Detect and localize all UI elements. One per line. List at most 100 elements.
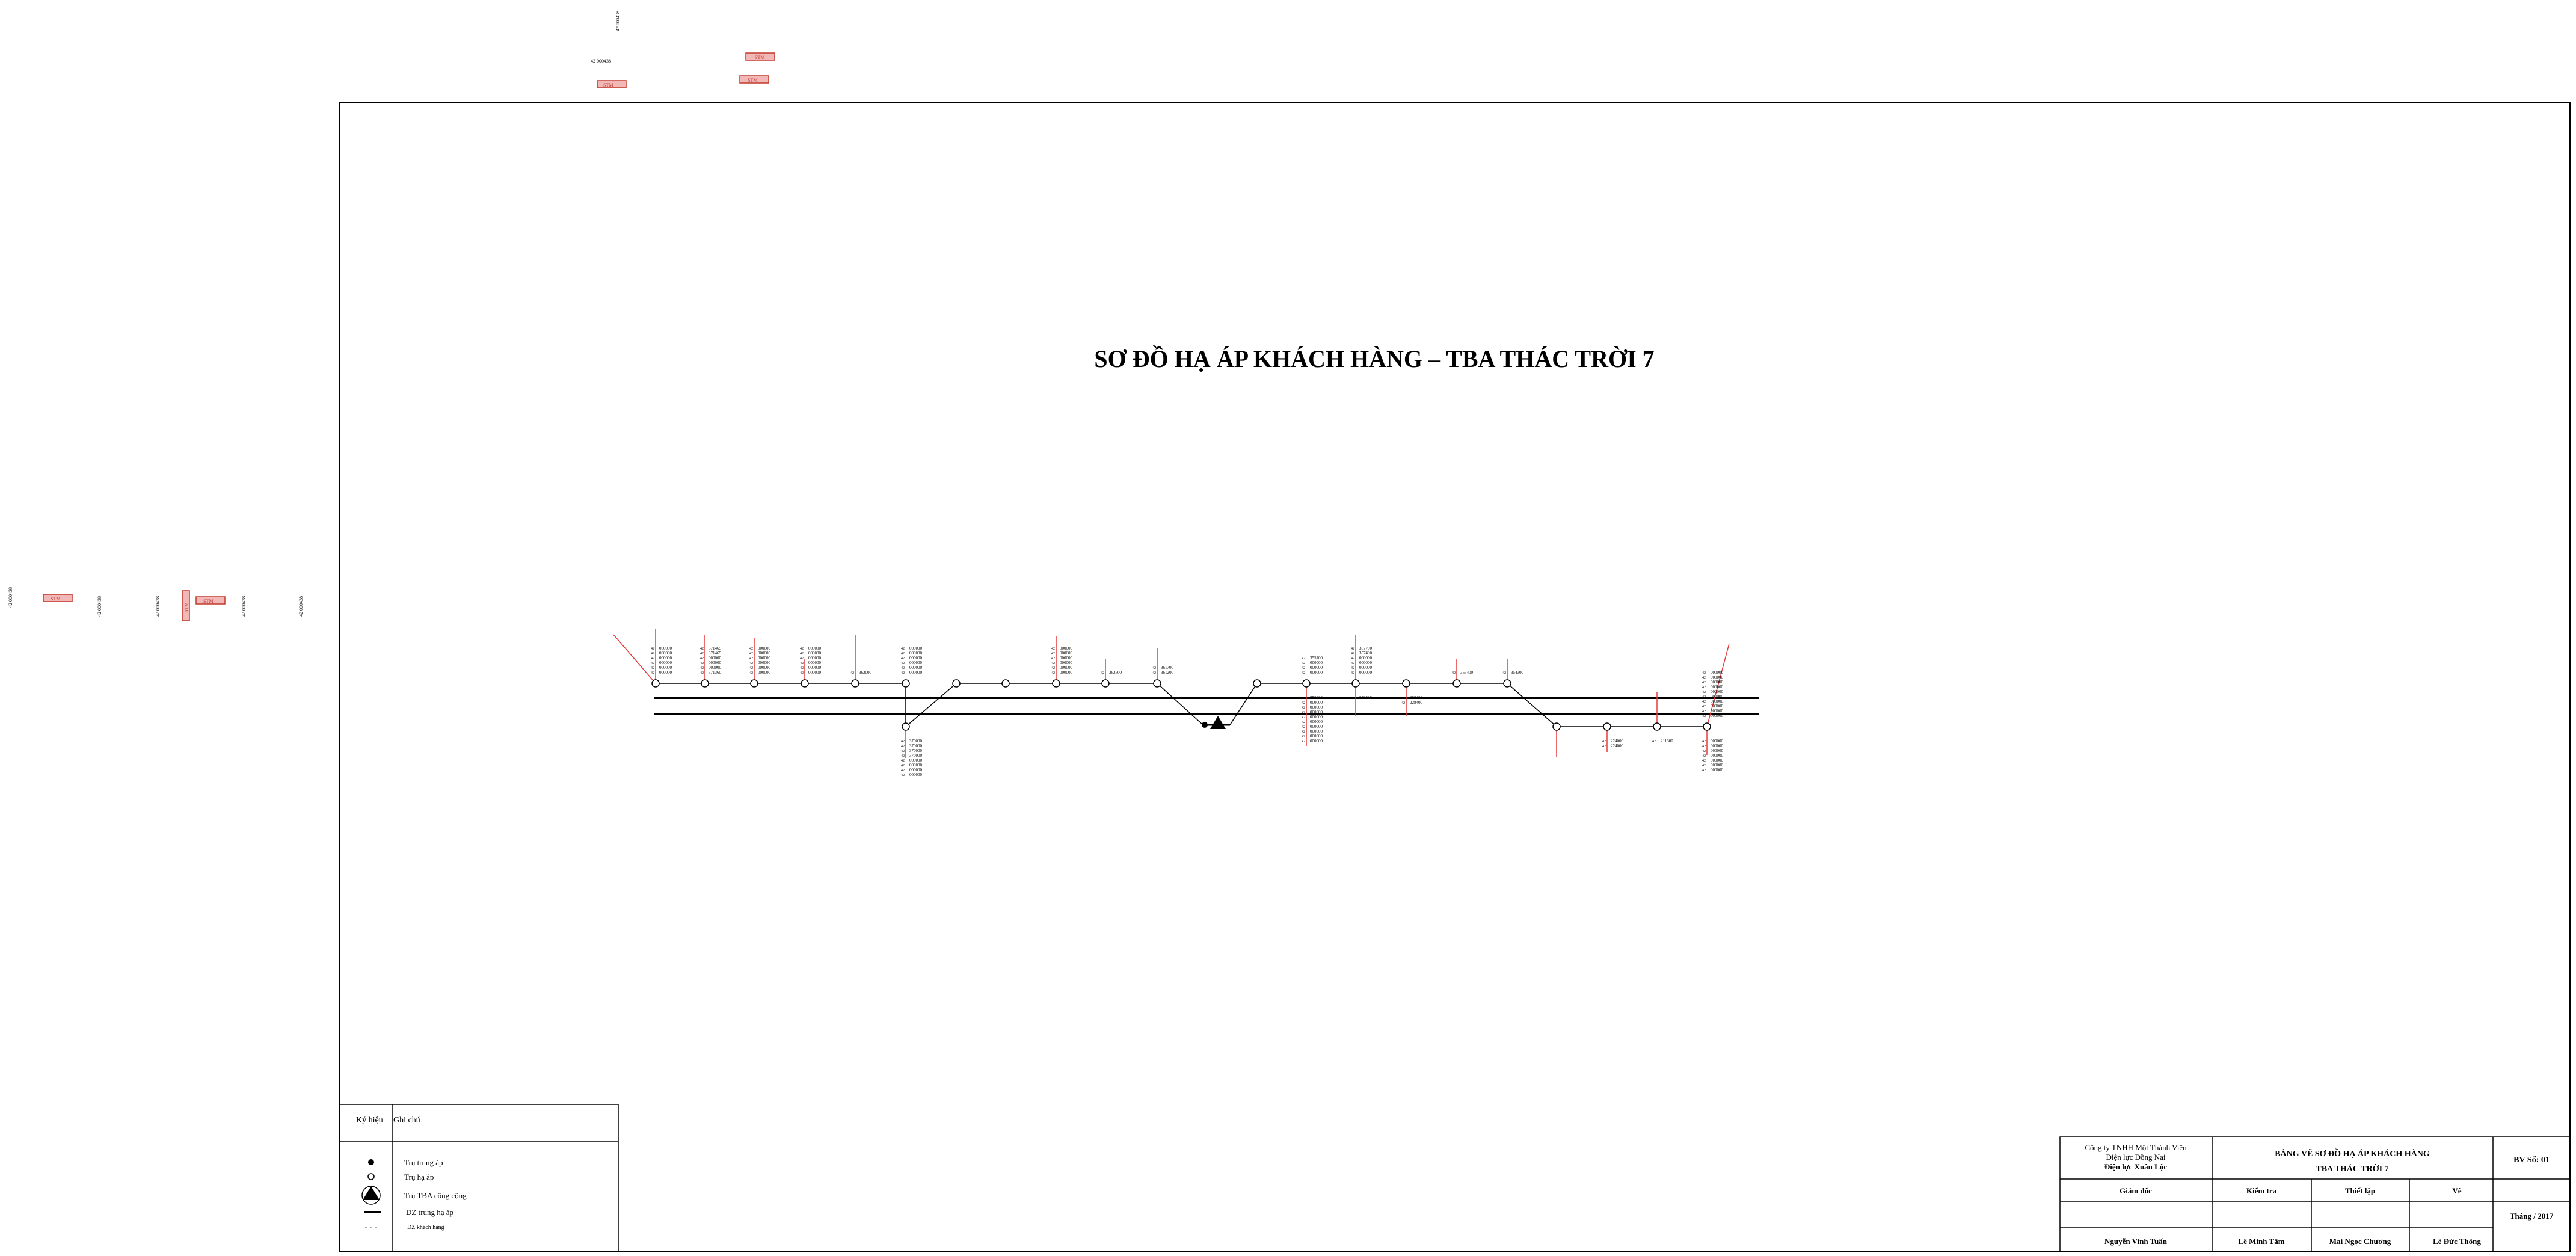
- pole-code-label: 278500: [1359, 695, 1373, 700]
- pole-code-label: 000000: [1711, 694, 1724, 699]
- pole-code-prefix: 42: [1702, 769, 1706, 772]
- pole-code-prefix: 42: [1051, 657, 1055, 660]
- pole-code-label: 000000: [1711, 768, 1724, 772]
- pole-code-prefix: 42: [1302, 662, 1305, 665]
- low-voltage-pole-p18: [1503, 679, 1511, 688]
- pole-code-prefix: 42: [1452, 671, 1456, 675]
- pole-code-prefix: 42: [901, 647, 905, 651]
- company-line-2: Điện lực Đồng Nai: [2106, 1153, 2165, 1162]
- pole-code-prefix: 42: [1051, 671, 1055, 675]
- pole-code-prefix: 42: [901, 754, 905, 758]
- low-voltage-pole-p17: [1452, 679, 1461, 688]
- top-tag-2-label: STM: [755, 55, 764, 60]
- pole-code-label: 000000: [1359, 670, 1373, 675]
- top-tag-1-label: STM: [603, 82, 613, 88]
- left-tag-1: [43, 594, 73, 602]
- pole-code-label: 000000: [808, 651, 822, 656]
- pole-code-label: 355400: [1460, 670, 1474, 675]
- pole-code-prefix: 42: [1702, 691, 1706, 694]
- pole-code-prefix: 42: [1702, 750, 1706, 753]
- pole-code-prefix: 42: [651, 652, 654, 656]
- pole-code-prefix: 42: [1351, 647, 1354, 651]
- pole-code-label: 000000: [1711, 675, 1724, 680]
- pole-code-label: 000000: [758, 656, 771, 660]
- pole-code-label: 000000: [1711, 758, 1724, 763]
- pole-code-label: 224000: [1611, 739, 1624, 743]
- low-voltage-pole-p15: [1351, 679, 1360, 688]
- pole-code-prefix: 42: [651, 647, 654, 651]
- low-voltage-pole-p8: [952, 679, 961, 688]
- pole-code-label: 000000: [1711, 699, 1724, 704]
- pole-code-prefix: 42: [651, 657, 654, 660]
- pole-code-label: 000000: [1310, 705, 1323, 710]
- low-voltage-pole-p20: [1603, 722, 1611, 731]
- title-block-frame: [2059, 1136, 2571, 1252]
- low-voltage-pole-p3: [750, 679, 758, 688]
- pole-code-label: 000000: [1060, 660, 1073, 665]
- pole-code-prefix: 42: [651, 662, 654, 665]
- pole-code-label: 228400: [1410, 700, 1423, 705]
- pole-code-label: 000000: [1310, 660, 1323, 665]
- left-vertical-code-2: 42 000438: [97, 596, 102, 617]
- name-checker: Lê Minh Tâm: [2238, 1237, 2284, 1246]
- pole-code-label: 355700: [1310, 656, 1323, 660]
- pole-code-prefix: 42: [901, 764, 905, 768]
- pole-code-label: 000000: [1310, 715, 1323, 719]
- pole-code-label: 000000: [909, 656, 923, 660]
- pole-code-prefix: 42: [901, 740, 905, 743]
- role-director: Giám đốc: [2120, 1186, 2152, 1195]
- pole-code-label: 000000: [758, 665, 771, 670]
- outside-top-labels: 42 000438 42 000438 STM STM STM: [591, 11, 775, 88]
- name-designer: Mai Ngọc Chương: [2329, 1237, 2391, 1246]
- low-voltage-pole-p14: [1302, 679, 1311, 688]
- pole-code-prefix: 42: [1152, 671, 1156, 675]
- pole-code-prefix: 42: [651, 671, 654, 675]
- pole-code-prefix: 42: [1351, 666, 1354, 670]
- left-tag-3: [195, 596, 226, 605]
- drawing-title-line-1: BẢNG VẼ SƠ ĐỒ HẠ ÁP KHÁCH HÀNG: [2275, 1148, 2430, 1159]
- pole-code-label: 000000: [1060, 651, 1073, 656]
- pole-code-prefix: 42: [901, 769, 905, 772]
- pole-code-label: 000000: [909, 763, 923, 768]
- pole-code-label: 371360: [709, 670, 722, 675]
- pole-code-prefix: 42: [1401, 701, 1405, 705]
- pole-code-prefix: 42: [1051, 652, 1055, 656]
- pole-labels: 000000 42 000000 42 000000 42 000000 42 000000 42…: [651, 646, 1724, 777]
- pole-code-label: 000000: [909, 768, 923, 772]
- pole-code-label: 000000: [1060, 646, 1073, 651]
- pole-code-prefix: 42: [749, 662, 753, 665]
- pole-code-label: 000000: [1711, 739, 1724, 743]
- pole-code-prefix: 42: [1302, 730, 1305, 734]
- pole-code-prefix: 42: [700, 662, 704, 665]
- left-tag-3-label: STM: [203, 599, 213, 604]
- pole-code-prefix: 42: [1702, 759, 1706, 763]
- pole-code-label: 370000: [909, 743, 923, 748]
- low-voltage-pole-p19: [1552, 722, 1561, 731]
- pole-code-prefix: 42: [800, 647, 804, 651]
- pole-code-label: 000000: [1310, 665, 1323, 670]
- top-tag-1: [597, 80, 627, 88]
- pole-code-label: 362000: [859, 670, 872, 675]
- pole-code-label: 000000: [909, 651, 923, 656]
- low-voltage-pole-p10: [1052, 679, 1060, 688]
- low-voltage-pole-p12: [1153, 679, 1161, 688]
- pole-code-prefix: 42: [901, 657, 905, 660]
- pole-code-label: 211300: [1661, 739, 1673, 743]
- pole-code-label: 000000: [1310, 710, 1323, 715]
- pole-code-prefix: 42: [700, 652, 704, 656]
- feeder-link: [1229, 683, 1258, 725]
- pole-code-label: 000000: [709, 660, 722, 665]
- pole-code-prefix: 42: [651, 666, 654, 670]
- pole-code-label: 000000: [909, 646, 923, 651]
- role-checker: Kiểm tra: [2246, 1186, 2277, 1195]
- pole-code-label: 000000: [1359, 656, 1373, 660]
- pole-code-prefix: 42: [800, 671, 804, 675]
- pole-code-label: 000000: [1711, 713, 1724, 718]
- diagram-title: SƠ ĐỒ HẠ ÁP KHÁCH HÀNG – TBA THÁC TRỜI 7: [1094, 345, 1654, 372]
- filled-dot-icon: [368, 1159, 374, 1165]
- pole-code-label: 000000: [808, 660, 822, 665]
- pole-code-label: 361700: [1161, 665, 1174, 670]
- pole-code-label: 357400: [1359, 651, 1373, 656]
- pole-code-prefix: 42: [1602, 745, 1606, 748]
- pole-code-prefix: 42: [1302, 725, 1305, 729]
